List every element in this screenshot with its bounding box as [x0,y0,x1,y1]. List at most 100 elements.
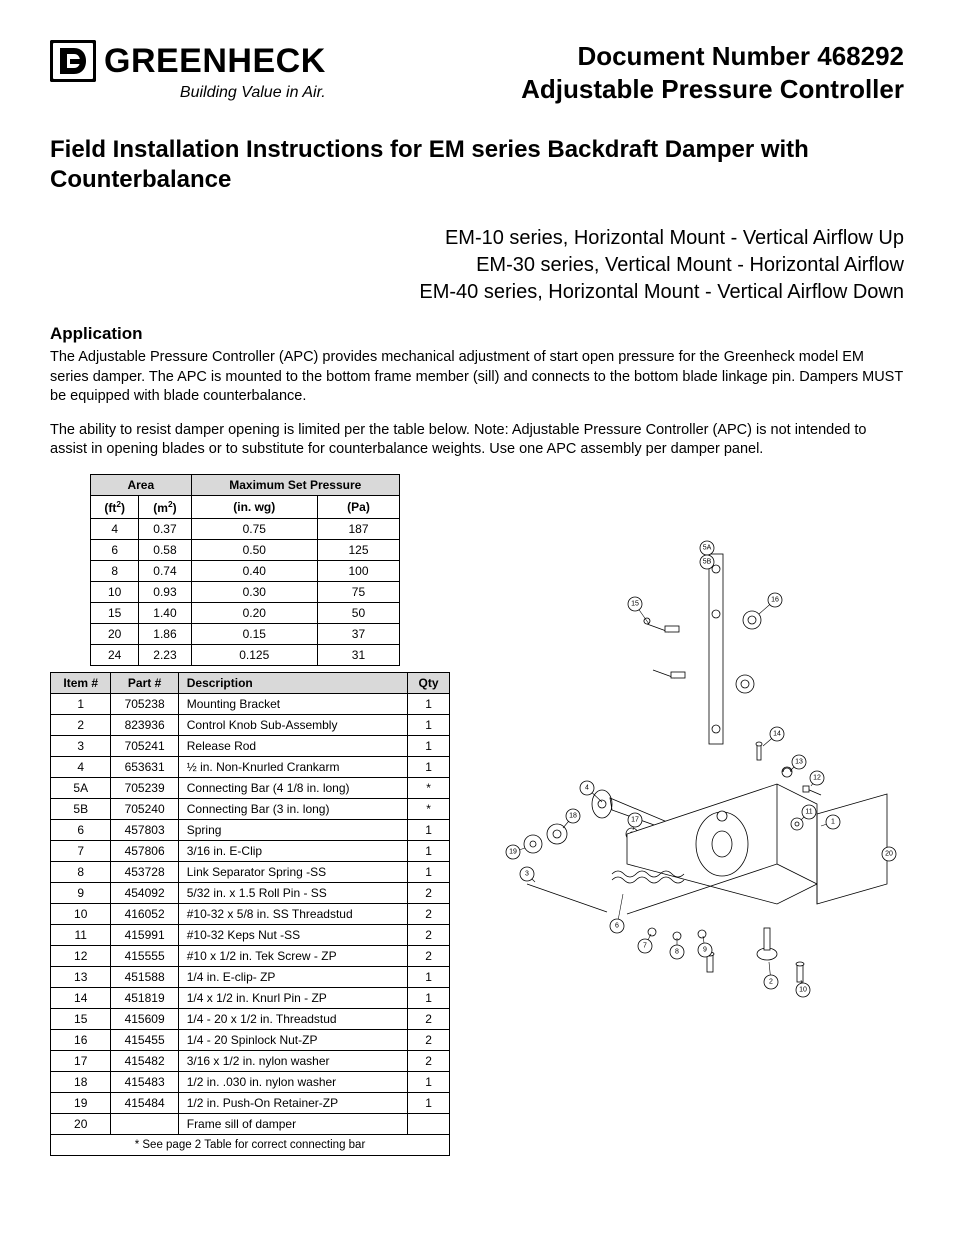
cell-desc: Control Knob Sub-Assembly [178,714,407,735]
cell-ft2: 10 [91,581,139,602]
callout-label-5B: 5B [703,558,712,565]
cell-item: 9 [51,882,111,903]
cell-part: 457803 [111,819,178,840]
cell-qty: 2 [408,1029,450,1050]
application-label: Application [50,324,904,344]
cell-pa: 31 [317,644,399,665]
application-p1: The Adjustable Pressure Controller (APC)… [50,348,904,407]
cell-desc: 1/4 - 20 x 1/2 in. Threadstud [178,1008,407,1029]
table-row: 242.230.12531 [91,644,400,665]
diagram-column: 5A5B151641413121817111201936789210 [470,474,904,1059]
cell-pa: 50 [317,602,399,623]
cell-desc: #10-32 Keps Nut -SS [178,924,407,945]
cell-desc: Connecting Bar (4 1/8 in. long) [178,777,407,798]
table-row: 74578063/16 in. E-Clip1 [51,840,450,861]
cell-inwg: 0.75 [191,518,317,539]
cell-ft2: 8 [91,560,139,581]
cell-part: 416052 [111,903,178,924]
cell-qty: 1 [408,693,450,714]
cell-m2: 0.74 [139,560,191,581]
callout-label-16: 16 [771,596,779,603]
table-row: 12415555#10 x 1/2 in. Tek Screw - ZP2 [51,945,450,966]
cell-desc: 1/4 x 1/2 in. Knurl Pin - ZP [178,987,407,1008]
cell-part: 705241 [111,735,178,756]
callout-label-15: 15 [631,600,639,607]
cell-qty: 1 [408,1092,450,1113]
callout-label-14: 14 [773,730,781,737]
cell-qty: 1 [408,861,450,882]
cell-desc: Release Rod [178,735,407,756]
cell-qty: 2 [408,1008,450,1029]
cell-qty: 2 [408,1050,450,1071]
cell-ft2: 6 [91,539,139,560]
cell-item: 1 [51,693,111,714]
cell-desc: 5/32 in. x 1.5 Roll Pin - SS [178,882,407,903]
table-row: 151.400.2050 [91,602,400,623]
callout-label-3: 3 [525,870,529,877]
cell-desc: ½ in. Non-Knurled Crankarm [178,756,407,777]
table-row: 4653631½ in. Non-Knurled Crankarm1 [51,756,450,777]
cell-part: 415455 [111,1029,178,1050]
cell-part: 705238 [111,693,178,714]
doc-subtitle: Adjustable Pressure Controller [521,73,904,106]
col-item: Item # [51,672,111,693]
table-row: 6457803Spring1 [51,819,450,840]
col-part: Part # [111,672,178,693]
cell-item: 16 [51,1029,111,1050]
cell-part: 415483 [111,1071,178,1092]
cell-m2: 0.93 [139,581,191,602]
series-line-1: EM-10 series, Horizontal Mount - Vertica… [50,225,904,252]
content-row: Area Maximum Set Pressure (ft2) (m2) (in… [50,474,904,1156]
cell-item: 10 [51,903,111,924]
cell-qty: 2 [408,882,450,903]
table-row: 100.930.3075 [91,581,400,602]
cell-qty: 1 [408,966,450,987]
cell-qty: 1 [408,735,450,756]
cell-pa: 37 [317,623,399,644]
cell-item: 2 [51,714,111,735]
table-row: 184154831/2 in. .030 in. nylon washer1 [51,1071,450,1092]
cell-desc: 3/16 x 1/2 in. nylon washer [178,1050,407,1071]
cell-pa: 125 [317,539,399,560]
page-header: GREENHECK Building Value in Air. Documen… [50,40,904,105]
cell-desc: Frame sill of damper [178,1113,407,1134]
cell-part [111,1113,178,1134]
brand-tagline: Building Value in Air. [50,84,326,102]
cell-ft2: 15 [91,602,139,623]
table-row: 94540925/32 in. x 1.5 Roll Pin - SS2 [51,882,450,903]
cell-part: 415991 [111,924,178,945]
cell-part: 453728 [111,861,178,882]
cell-item: 5B [51,798,111,819]
cell-qty: 1 [408,714,450,735]
callout-label-18: 18 [569,812,577,819]
callout-label-4: 4 [585,784,589,791]
cell-qty [408,1113,450,1134]
col-pa: (Pa) [317,495,399,518]
col-inwg: (in. wg) [191,495,317,518]
cell-desc: Spring [178,819,407,840]
table-row: 134515881/4 in. E-clip- ZP1 [51,966,450,987]
cell-desc: #10-32 x 5/8 in. SS Threadstud [178,903,407,924]
cell-qty: * [408,798,450,819]
table-row: 1705238Mounting Bracket1 [51,693,450,714]
cell-item: 17 [51,1050,111,1071]
cell-qty: 2 [408,903,450,924]
cell-qty: * [408,777,450,798]
cell-qty: 1 [408,1071,450,1092]
series-line-3: EM-40 series, Horizontal Mount - Vertica… [50,279,904,306]
cell-desc: 1/4 - 20 Spinlock Nut-ZP [178,1029,407,1050]
table-row: 5B705240Connecting Bar (3 in. long)* [51,798,450,819]
cell-part: 454092 [111,882,178,903]
cell-desc: 1/4 in. E-clip- ZP [178,966,407,987]
tables-column: Area Maximum Set Pressure (ft2) (m2) (in… [50,474,450,1156]
cell-inwg: 0.15 [191,623,317,644]
table-row: 194154841/2 in. Push-On Retainer-ZP1 [51,1092,450,1113]
cell-ft2: 4 [91,518,139,539]
cell-m2: 0.58 [139,539,191,560]
table-row: 40.370.75187 [91,518,400,539]
cell-item: 13 [51,966,111,987]
cell-item: 8 [51,861,111,882]
application-p2: The ability to resist damper opening is … [50,421,904,460]
cell-item: 6 [51,819,111,840]
cell-part: 457806 [111,840,178,861]
